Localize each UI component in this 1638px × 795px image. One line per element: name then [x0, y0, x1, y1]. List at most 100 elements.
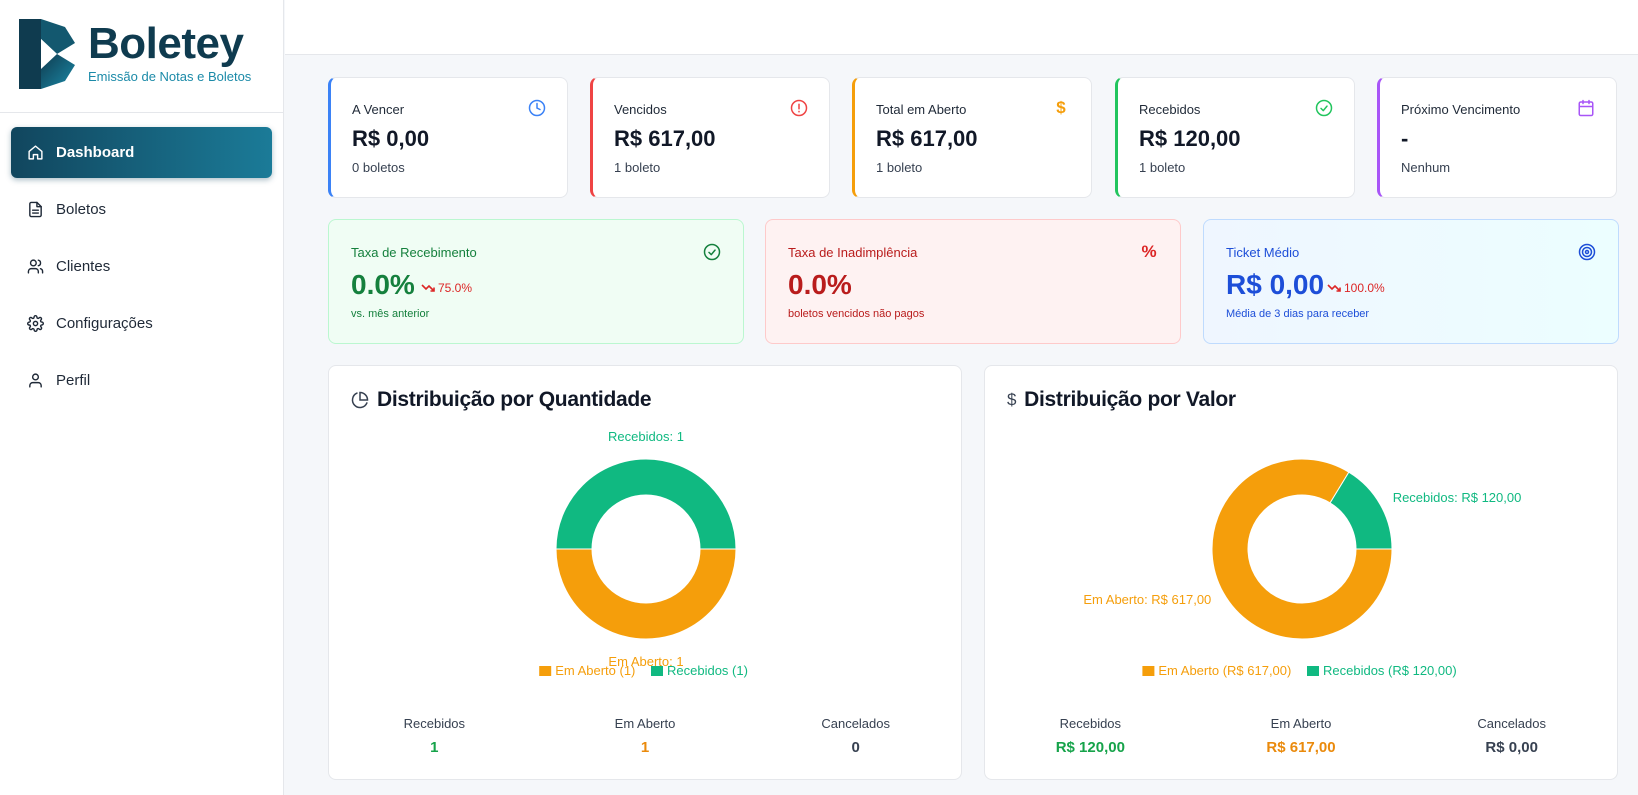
- legend-item[interactable]: Recebidos (1): [667, 663, 748, 678]
- logo-icon: [19, 19, 75, 89]
- top-bar: [285, 0, 1638, 55]
- sidebar: Boletey Emissão de Notas e Boletos Dashb…: [0, 0, 284, 795]
- stat-card-proximo-vencimento: Próximo Vencimento - Nenhum: [1377, 77, 1617, 198]
- dollar-icon: $: [1056, 98, 1066, 117]
- summary-label: Recebidos: [1059, 716, 1122, 731]
- legend-swatch: [651, 666, 663, 676]
- stat-label: Total em Aberto: [876, 102, 967, 117]
- check-circle-icon: [702, 242, 722, 262]
- stat-sub: 1 boleto: [1139, 160, 1186, 175]
- sidebar-item-label: Clientes: [56, 258, 111, 275]
- rate-label: Taxa de Recebimento: [351, 245, 477, 260]
- summary-cancelados: Cancelados R$ 0,00: [1406, 716, 1617, 756]
- summary-value: R$ 0,00: [1485, 739, 1538, 756]
- sidebar-item-dashboard[interactable]: Dashboard: [11, 127, 272, 178]
- sidebar-nav: Dashboard Boletos Clientes Configurações…: [0, 113, 283, 406]
- slice-em-aberto[interactable]: [555, 548, 737, 640]
- home-icon: [26, 144, 44, 162]
- panel-title-text: Distribuição por Quantidade: [377, 388, 652, 411]
- sidebar-item-label: Boletos: [56, 201, 107, 218]
- sidebar-item-label: Dashboard: [56, 144, 135, 161]
- summary-value: 1: [640, 739, 650, 756]
- summary-value: 0: [851, 739, 860, 756]
- panel-title: $ Distribuição por Valor: [1007, 388, 1236, 412]
- app-name: Boletey: [88, 19, 244, 68]
- stat-value: R$ 0,00: [352, 126, 430, 151]
- slice-label: Em Aberto: 1: [608, 654, 683, 669]
- stat-value: R$ 617,00: [614, 126, 716, 151]
- calendar-icon: [1577, 99, 1595, 117]
- sidebar-item-clientes[interactable]: Clientes: [11, 241, 272, 292]
- summary-em-aberto: Em Aberto 1: [540, 716, 751, 756]
- stat-label: Recebidos: [1139, 102, 1201, 117]
- legend-swatch: [1307, 666, 1319, 676]
- summary-row: Recebidos 1 Em Aberto 1 Cancelados 0: [329, 716, 961, 756]
- slice-recebidos[interactable]: [555, 458, 737, 550]
- stat-value: -: [1401, 126, 1409, 151]
- panel-title-text: Distribuição por Valor: [1024, 388, 1236, 411]
- summary-row: Recebidos R$ 120,00 Em Aberto R$ 617,00 …: [985, 716, 1617, 756]
- stat-value: R$ 120,00: [1139, 126, 1241, 151]
- sidebar-item-label: Perfil: [56, 372, 91, 389]
- rate-card-recebimento: Taxa de Recebimento 0.0% 75.0% vs. mês a…: [328, 219, 744, 344]
- slice-label: Recebidos: R$ 120,00: [1393, 490, 1522, 505]
- stat-card-a-vencer: A Vencer R$ 0,00 0 boletos: [328, 77, 568, 198]
- rate-label: Taxa de Inadimplência: [788, 245, 918, 260]
- trend-down: 75.0%: [421, 281, 472, 295]
- trend-value: 100.0%: [1344, 281, 1385, 295]
- rate-sub: boletos vencidos não pagos: [788, 308, 925, 320]
- summary-label: Cancelados: [1477, 716, 1546, 731]
- legend-swatch: [539, 666, 552, 676]
- legend-item[interactable]: Recebidos (R$ 120,00): [1323, 663, 1457, 678]
- stat-card-recebidos: Recebidos R$ 120,00 1 boleto: [1115, 77, 1355, 198]
- pie-chart-icon: [351, 391, 369, 409]
- trending-down-icon: [421, 284, 435, 292]
- clock-icon: [528, 99, 546, 117]
- panel-distribuicao-quantidade: Distribuição por Quantidade Em Aberto: 1…: [328, 365, 962, 780]
- legend-item[interactable]: Em Aberto (R$ 617,00): [1158, 663, 1291, 678]
- percent-icon: %: [1141, 242, 1157, 261]
- slice-label: Em Aberto: R$ 617,00: [1083, 592, 1211, 607]
- gear-icon: [26, 315, 44, 333]
- donut-chart-valor: Em Aberto: R$ 617,00 Recebidos: R$ 120,00…: [1083, 458, 1522, 678]
- rate-card-ticket-medio: Ticket Médio R$ 0,00 100.0% Média de 3 d…: [1203, 219, 1619, 344]
- summary-em-aberto: Em Aberto R$ 617,00: [1196, 716, 1407, 756]
- stat-sub: 1 boleto: [876, 160, 923, 175]
- summary-recebidos: Recebidos R$ 120,00: [985, 716, 1196, 756]
- stat-value: R$ 617,00: [876, 126, 978, 151]
- sidebar-item-configuracoes[interactable]: Configurações: [11, 298, 272, 349]
- rate-value: R$ 0,00: [1226, 269, 1325, 300]
- slice-label: Recebidos: 1: [608, 429, 684, 444]
- rate-label: Ticket Médio: [1226, 245, 1300, 260]
- stat-sub: Nenhum: [1401, 160, 1451, 175]
- panel-title: Distribuição por Quantidade: [351, 388, 652, 412]
- sidebar-item-label: Configurações: [56, 315, 153, 332]
- summary-label: Recebidos: [403, 716, 466, 731]
- stat-label: A Vencer: [352, 102, 405, 117]
- slice-recebidos[interactable]: [1329, 471, 1393, 550]
- rate-value: 0.0%: [351, 269, 415, 300]
- summary-label: Cancelados: [821, 716, 890, 731]
- summary-recebidos: Recebidos 1: [329, 716, 540, 756]
- logo[interactable]: Boletey Emissão de Notas e Boletos: [0, 0, 283, 113]
- summary-label: Em Aberto: [1270, 716, 1332, 731]
- check-circle-icon: [1315, 99, 1333, 117]
- slice-em-aberto[interactable]: [1211, 458, 1393, 640]
- app-tagline: Emissão de Notas e Boletos: [88, 69, 252, 84]
- dollar-icon: $: [1007, 390, 1017, 409]
- stat-card-total-em-aberto: Total em Aberto R$ 617,00 1 boleto $: [852, 77, 1092, 198]
- user-icon: [26, 372, 44, 390]
- rate-sub: Média de 3 dias para receber: [1226, 308, 1370, 320]
- legend-item[interactable]: Em Aberto (1): [555, 663, 635, 678]
- summary-label: Em Aberto: [614, 716, 676, 731]
- summary-cancelados: Cancelados 0: [750, 716, 961, 756]
- panel-distribuicao-valor: $ Distribuição por Valor Em Aberto: R$ 6…: [984, 365, 1618, 780]
- stat-sub: 1 boleto: [614, 160, 661, 175]
- sidebar-item-boletos[interactable]: Boletos: [11, 184, 272, 235]
- legend-swatch: [1142, 666, 1155, 676]
- summary-value: R$ 617,00: [1266, 739, 1336, 756]
- sidebar-item-perfil[interactable]: Perfil: [11, 355, 272, 406]
- donut-chart-quantidade: Em Aberto: 1 Recebidos: 1 Em Aberto (1) Rec…: [539, 429, 748, 678]
- trend-down: 100.0%: [1327, 281, 1385, 295]
- rate-sub: vs. mês anterior: [351, 308, 430, 320]
